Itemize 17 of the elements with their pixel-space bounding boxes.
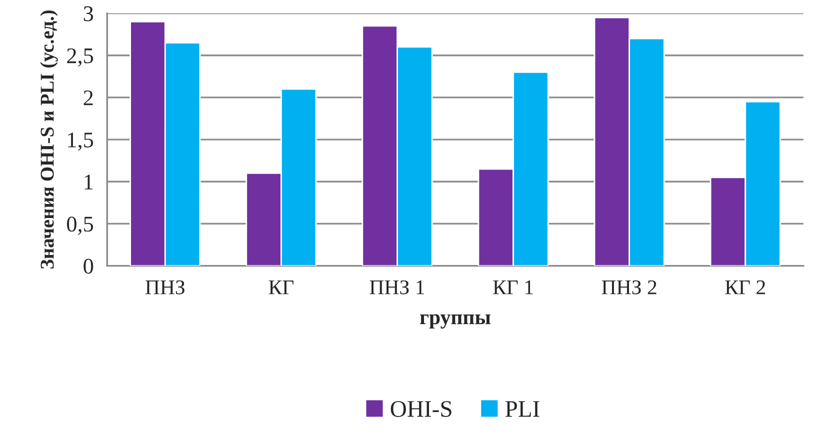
x-tick-label: КГ 1 (493, 280, 533, 294)
y-tick-label: 2,5 (67, 48, 94, 66)
x-tick-label: ПНЗ 2 (602, 280, 656, 294)
y-tick-label: 0 (84, 258, 94, 274)
x-tick-label: ПНЗ (145, 280, 184, 294)
legend-label: PLI (505, 401, 540, 417)
y-tick-label: 1 (84, 174, 93, 190)
y-tick-label: 0,5 (66, 216, 94, 235)
y-tick-label: 2 (84, 90, 93, 106)
x-tick-label: ПНЗ 1 (370, 280, 424, 294)
y-axis-title: Значения OHI-S и PLI (ус.ед.) (40, 10, 58, 269)
x-tick-label: КГ 2 (725, 280, 766, 294)
y-tick-label: 1,5 (68, 132, 94, 151)
x-axis-title: группы (420, 314, 490, 329)
x-tick-label: КГ (268, 280, 294, 294)
legend-label: OHI-S (390, 401, 452, 417)
y-tick-label: 3 (84, 6, 94, 22)
